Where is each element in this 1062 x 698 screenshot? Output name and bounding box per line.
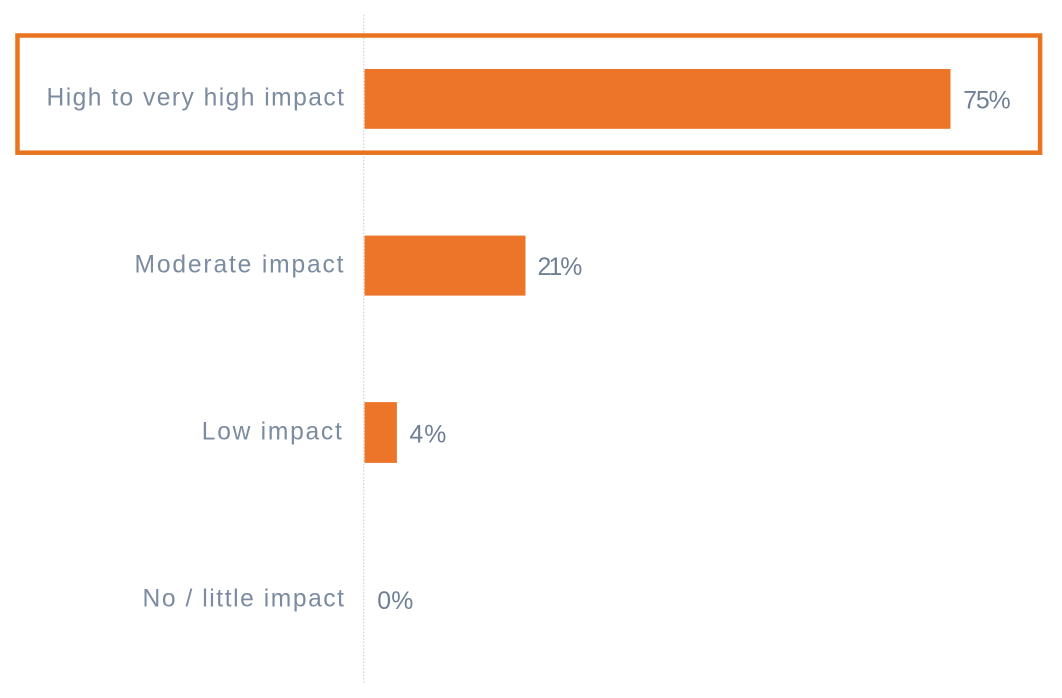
svg-text:0%: 0%	[377, 588, 413, 615]
svg-text:21%: 21%	[538, 254, 583, 281]
svg-text:High to very high impact: High to very high impact	[47, 85, 345, 112]
svg-text:4%: 4%	[410, 421, 447, 448]
svg-text:Moderate impact: Moderate impact	[135, 252, 344, 279]
svg-text:Low impact: Low impact	[202, 419, 342, 446]
svg-text:75%: 75%	[963, 87, 1011, 114]
svg-text:No / little impact: No / little impact	[143, 586, 345, 613]
